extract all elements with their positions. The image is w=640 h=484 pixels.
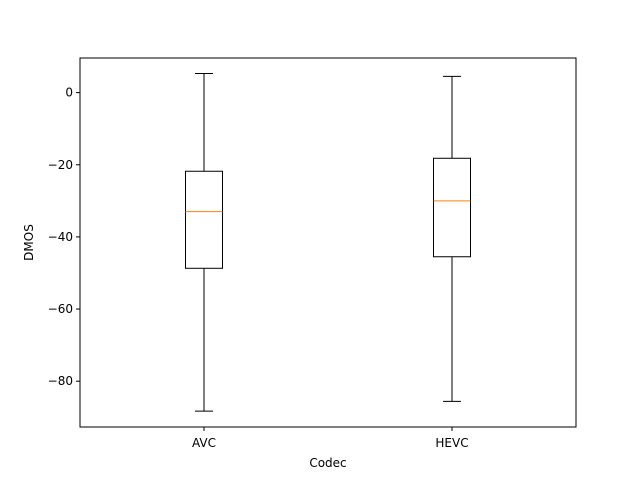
plot-frame [79, 57, 577, 428]
box-hevc [433, 157, 471, 258]
x-axis-label: Codec [309, 456, 346, 470]
y-tick-label: −20 [48, 158, 73, 172]
box-marks [185, 73, 471, 412]
x-tick-label-avc: AVC [192, 436, 216, 450]
y-tick-label: −60 [48, 302, 73, 316]
box-avc [185, 170, 223, 269]
y-axis-ticks: 0 −20 −40 −60 −80 [48, 86, 80, 388]
box-group-hevc [433, 75, 471, 402]
y-axis-label: DMOS [22, 224, 36, 261]
y-tick-label: 0 [65, 86, 73, 100]
x-axis-ticks: AVC HEVC [192, 427, 469, 450]
y-tick-label: −80 [48, 374, 73, 388]
box-group-avc [185, 73, 223, 412]
y-tick-label: −40 [48, 230, 73, 244]
plot-area [80, 58, 576, 427]
x-tick-label-hevc: HEVC [435, 436, 468, 450]
